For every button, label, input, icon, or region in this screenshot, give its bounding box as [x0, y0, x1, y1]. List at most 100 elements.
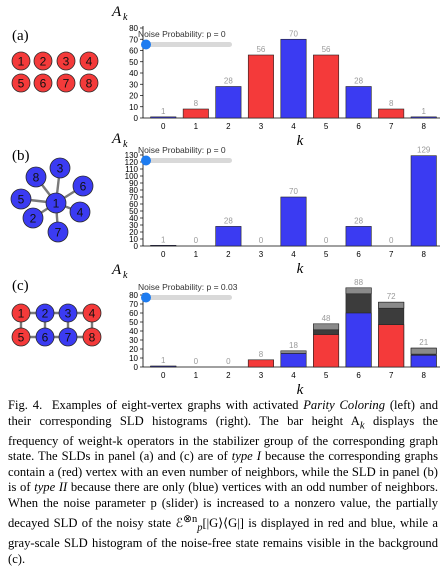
graph-vertex-4[interactable] — [69, 201, 91, 223]
data-label: 8 — [389, 99, 394, 108]
bar[interactable] — [182, 108, 209, 119]
bar[interactable] — [280, 353, 307, 368]
data-label: 0 — [194, 236, 199, 245]
vertex-label-2: 2 — [42, 307, 49, 321]
bar[interactable] — [313, 54, 340, 119]
bar-background-cap — [378, 301, 405, 309]
y-tick-label: 70 — [129, 193, 138, 202]
x-tick-label: 3 — [259, 250, 264, 259]
bar[interactable] — [150, 245, 177, 247]
data-label: 28 — [224, 77, 233, 86]
caption-sub-k: k — [359, 420, 365, 432]
bar[interactable] — [215, 86, 242, 119]
graph-vertex-3[interactable] — [49, 157, 71, 179]
caption-fig-label: Fig. 4. — [8, 398, 43, 412]
graph-vertex-7[interactable] — [58, 327, 78, 347]
slider-thumb[interactable] — [141, 39, 151, 50]
graph-vertex-6[interactable] — [33, 73, 53, 93]
bar-background-cap — [410, 347, 437, 355]
data-label: 0 — [259, 236, 264, 245]
y-axis-title: A — [111, 262, 122, 278]
graph-vertex-3[interactable] — [56, 51, 76, 71]
x-tick-label: 5 — [324, 122, 329, 131]
graph-vertex-5[interactable] — [10, 188, 32, 210]
caption-italic-2: type I — [231, 449, 261, 464]
caption-text-2: (left) and their corresponding SLD histo… — [8, 398, 438, 428]
bar[interactable] — [247, 359, 274, 368]
x-tick-label: 0 — [161, 371, 166, 380]
slider-label: Noise Probability: p = 0 — [138, 145, 226, 155]
panel-label-a: (a) — [12, 28, 29, 44]
graph-vertex-1[interactable] — [11, 303, 31, 323]
panel-label-c: (c) — [12, 278, 29, 294]
slider-track[interactable] — [142, 158, 232, 163]
graph-vertex-8[interactable] — [82, 327, 102, 347]
x-axis-title: k — [297, 261, 304, 277]
caption-italic-3: type II — [34, 480, 68, 495]
x-tick-label: 8 — [421, 250, 426, 259]
data-label: 70 — [289, 29, 298, 38]
data-label: 0 — [194, 357, 199, 366]
graph-vertex-6[interactable] — [72, 175, 94, 197]
graph-vertex-1[interactable] — [11, 51, 31, 71]
graph-vertex-7[interactable] — [56, 73, 76, 93]
graph-vertex-4[interactable] — [82, 303, 102, 323]
bar-background-cap — [313, 323, 340, 331]
bar[interactable] — [215, 226, 242, 247]
graph-vertex-8[interactable] — [25, 166, 47, 188]
vertex-label-8: 8 — [89, 331, 96, 345]
x-tick-label: 2 — [226, 122, 231, 131]
bar[interactable] — [378, 108, 405, 119]
graph-vertex-2[interactable] — [33, 51, 53, 71]
bar[interactable] — [150, 116, 177, 119]
y-tick-label: 30 — [129, 336, 138, 345]
y-tick-label: 0 — [134, 114, 139, 123]
bar[interactable] — [345, 86, 372, 119]
slider-thumb[interactable] — [141, 292, 151, 303]
x-tick-label: 3 — [259, 371, 264, 380]
bar[interactable] — [313, 334, 340, 368]
bar[interactable] — [378, 324, 405, 368]
graph-vertex-3[interactable] — [58, 303, 78, 323]
vertex-label-4: 4 — [77, 206, 84, 220]
data-label: 18 — [289, 341, 298, 350]
y-axis-title-subscript: k — [123, 139, 128, 150]
data-label: 1 — [161, 235, 166, 244]
graph-vertex-5[interactable] — [11, 327, 31, 347]
data-label: 28 — [354, 216, 363, 225]
y-tick-label: 50 — [129, 318, 138, 327]
vertex-label-3: 3 — [57, 162, 64, 176]
graph-vertex-1[interactable] — [45, 192, 67, 214]
graph-vertex-7[interactable] — [47, 221, 69, 243]
data-label: 70 — [289, 187, 298, 196]
x-tick-label: 0 — [161, 122, 166, 131]
graph-vertex-6[interactable] — [35, 327, 55, 347]
graph-vertex-2[interactable] — [35, 303, 55, 323]
histogram-b: 0102030405060708090100110120130011022830… — [111, 131, 440, 277]
graph-vertex-5[interactable] — [11, 73, 31, 93]
data-label: 0 — [226, 357, 231, 366]
bar[interactable] — [280, 196, 307, 247]
bar[interactable] — [280, 38, 307, 119]
bar[interactable] — [247, 54, 274, 119]
y-axis-title: A — [111, 4, 122, 20]
slider-track[interactable] — [142, 295, 232, 300]
graph-vertex-2[interactable] — [22, 207, 44, 229]
bar[interactable] — [150, 365, 177, 368]
bar[interactable] — [345, 226, 372, 247]
data-label: 1 — [421, 107, 426, 116]
x-tick-label: 2 — [226, 371, 231, 380]
y-tick-label: 80 — [129, 24, 138, 33]
caption-text-3: displays the frequency of weight-k opera… — [8, 413, 438, 464]
bar[interactable] — [410, 155, 437, 247]
bar[interactable] — [345, 312, 372, 368]
bar[interactable] — [410, 354, 437, 368]
slider-thumb[interactable] — [141, 155, 151, 166]
bar[interactable] — [410, 116, 437, 119]
graph-vertex-8[interactable] — [79, 73, 99, 93]
graph-vertex-4[interactable] — [79, 51, 99, 71]
slider-track[interactable] — [142, 42, 232, 47]
x-tick-label: 3 — [259, 122, 264, 131]
vertex-label-3: 3 — [65, 307, 72, 321]
data-label: 88 — [354, 278, 363, 287]
